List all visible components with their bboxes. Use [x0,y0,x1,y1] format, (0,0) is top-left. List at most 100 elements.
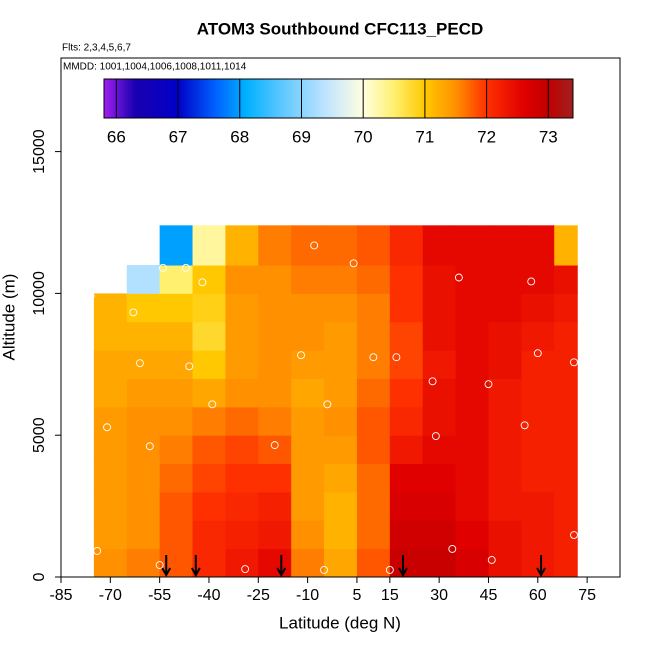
heat-cell [291,350,325,379]
heat-cell [324,350,358,379]
x-tick-label: 15 [381,587,399,604]
x-tick-label: 30 [430,587,448,604]
colorbar [103,78,574,119]
x-tick-label: -10 [296,587,319,604]
heat-cell [258,463,292,493]
sample-point [155,561,164,570]
heat-cell [488,491,522,521]
colorbar-tick-label: 69 [292,127,311,146]
sample-point [198,278,207,287]
x-tick-label: -25 [247,587,270,604]
y-tick-label: 15000 [31,129,48,174]
heat-cell [93,463,128,493]
heat-cell [192,520,226,550]
x-tick-label: -40 [197,587,220,604]
sample-point [533,349,542,358]
heat-cell [225,350,259,379]
x-tick-label: 5 [352,587,361,604]
heat-cell [389,293,424,323]
heat-cell [192,350,226,379]
colorbar-tick-label: 67 [169,127,188,146]
sample-point [385,565,394,574]
heat-cell [389,520,424,550]
heat-cell [159,350,194,379]
sample-point [570,531,578,539]
heat-cell [291,520,325,550]
heat-cell [291,406,325,436]
sample-point [86,292,95,301]
x-tick-label: 60 [529,587,547,604]
heat-cell [389,491,424,521]
heat-cell [126,491,161,521]
heat-cell [488,225,522,266]
heat-cell [389,321,424,351]
sample-point [369,353,378,362]
heat-cell [126,435,161,465]
heat-cell [488,435,522,465]
heat-cell [258,293,292,323]
x-tick-label: -55 [148,587,171,604]
heat-cell [126,378,161,408]
heat-cell [521,321,555,351]
heat-cell [225,520,259,550]
heat-cell [93,293,128,323]
heat-cell [554,520,578,550]
heat-cell [291,378,325,408]
sample-point [208,400,217,409]
heat-cell [521,463,555,493]
heat-cell [159,435,194,465]
x-tick-label: 45 [480,587,498,604]
sample-point [310,241,319,250]
plot-frame [60,57,621,578]
heat-cell [258,321,292,351]
sample-point [241,565,250,574]
heat-cell [291,463,325,493]
heat-cell [356,350,391,379]
heat-cell [455,548,489,578]
heat-cell [291,293,325,323]
heat-cell [554,491,578,521]
y-tick-label: 0 [31,572,48,581]
heat-cell [389,406,424,436]
heat-cell [159,225,194,266]
sample-point [135,359,144,368]
heat-cell [93,406,128,436]
sample-point [428,377,437,386]
heat-cell [93,548,128,578]
sample-point [412,216,421,225]
heat-cell [192,491,226,521]
heat-cell [488,406,522,436]
sample-point [448,544,457,553]
heat-cell [324,225,358,266]
heat-cell [455,463,489,493]
heat-cell [159,491,194,521]
heat-cell [356,520,391,550]
heat-cell [554,548,578,578]
heat-cell [488,293,522,323]
heat-cell [356,463,391,493]
sample-point [93,546,102,555]
heat-cell [192,321,226,351]
heat-cell [356,225,391,266]
heat-cell [488,520,522,550]
sample-point [484,380,493,389]
heat-cell [455,265,489,294]
sample-point [487,556,496,564]
heat-cell [422,265,457,294]
sample-point [323,400,332,409]
heat-cell [554,225,578,266]
x-tick-label: 75 [578,587,596,604]
heat-cell [554,378,578,408]
heat-cell [93,520,128,550]
heat-cell [126,265,161,294]
heat-cell [521,225,555,266]
heat-cell [488,463,522,493]
heat-cell [356,321,391,351]
sample-point [431,432,440,440]
heat-cell [225,378,259,408]
heat-cell [521,293,555,323]
sample-point [297,351,305,360]
heat-cell [324,435,358,465]
heat-cell [324,406,358,436]
heat-cell [422,225,457,266]
